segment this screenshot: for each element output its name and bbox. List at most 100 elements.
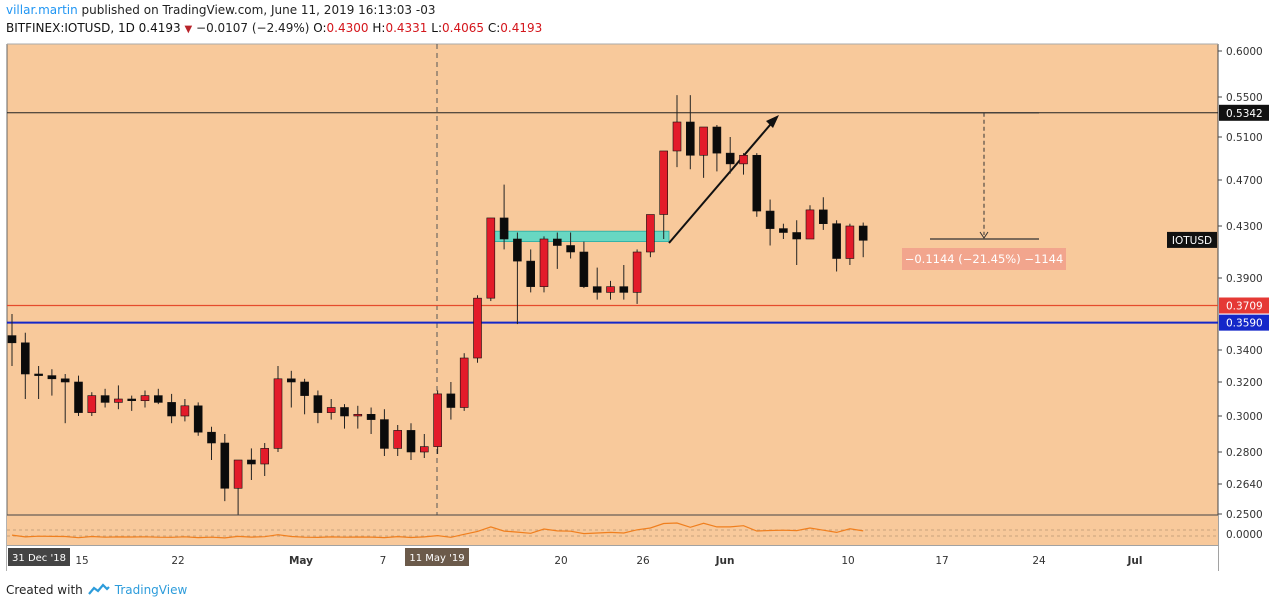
candle-body xyxy=(632,251,642,293)
candle xyxy=(167,393,176,424)
candle-body xyxy=(313,395,323,413)
candle xyxy=(114,385,123,410)
price-chart[interactable]: 0.6000 0.5500 0.5100 0.4700 0.4300 0.3900 0.34… xyxy=(0,0,1276,580)
symbol-info-bar: BITFINEX:IOTUSD, 1D 0.4193 ▼ −0.0107 (−2… xyxy=(6,21,542,35)
candle-body xyxy=(473,297,482,359)
candle xyxy=(832,220,841,272)
x-tick-label: 7 xyxy=(380,555,387,567)
y-tick-label: 0.3000 xyxy=(1226,411,1263,423)
x-tick-label: May xyxy=(289,555,313,567)
candle-body xyxy=(552,238,562,246)
candle xyxy=(393,425,403,456)
candle xyxy=(340,404,349,429)
x-tick-label: 15 xyxy=(75,555,88,567)
candle-body xyxy=(446,393,456,408)
y-tick-label: 0.5100 xyxy=(1226,132,1263,144)
symbol-tag-box xyxy=(1167,231,1217,248)
candle-body xyxy=(34,373,43,376)
tradingview-logo-icon xyxy=(87,583,110,595)
candle xyxy=(180,399,190,422)
candle-body xyxy=(47,375,57,380)
candle xyxy=(552,232,562,269)
candle xyxy=(526,249,536,293)
candle-body xyxy=(114,398,123,403)
price-tag-blue: 0.3590 xyxy=(1226,318,1263,330)
candle xyxy=(74,375,83,416)
candle-body xyxy=(60,378,70,383)
x-tick-label: 26 xyxy=(636,555,650,567)
published-text: published on TradingView.com, June 11, 2… xyxy=(77,3,436,17)
candle xyxy=(805,205,815,240)
high-label: H: xyxy=(372,21,386,35)
candle xyxy=(619,265,629,300)
candle-body xyxy=(433,393,442,447)
y-tick-label: 0.2800 xyxy=(1226,447,1263,459)
candle xyxy=(818,197,828,230)
candle-body xyxy=(459,357,469,408)
y-tick-label: 0.5500 xyxy=(1226,92,1263,104)
x-axis: 15 22 May 7 20 26 Jun 10 17 24 Jul 31 Dec '18 11 May… xyxy=(7,44,1218,571)
candle-body xyxy=(805,209,815,240)
price-tag-blue-box xyxy=(1219,314,1269,331)
candle xyxy=(366,407,376,434)
candle-body xyxy=(20,342,30,375)
candle-body xyxy=(752,154,762,212)
candle xyxy=(313,390,323,424)
y-tick-label: 0.6000 xyxy=(1226,46,1263,58)
author-link[interactable]: villar.martin xyxy=(6,3,78,17)
candle-body xyxy=(380,419,389,449)
candle xyxy=(419,434,429,458)
last-price: 0.4193 xyxy=(138,21,181,35)
y-tick-label: 0.3400 xyxy=(1226,345,1263,357)
candle-body xyxy=(486,217,496,299)
x-axis-panel xyxy=(7,545,1218,571)
y-tick-label: 0.3900 xyxy=(1226,273,1263,285)
candle xyxy=(380,409,389,456)
candle-body xyxy=(699,126,708,156)
candle xyxy=(685,95,695,170)
candle-body xyxy=(619,286,629,293)
candle xyxy=(473,295,482,363)
measure-label: −0.1144 (−21.45%) −1144 xyxy=(905,252,1064,266)
candle xyxy=(539,236,549,293)
x-tick-label: 17 xyxy=(935,555,948,567)
candle-body xyxy=(499,217,509,240)
open-label: O: xyxy=(313,21,327,35)
high-value: 0.4331 xyxy=(385,21,428,35)
candle xyxy=(739,153,748,175)
publish-info: villar.martin published on TradingView.c… xyxy=(6,3,435,17)
price-tag-red-box xyxy=(1219,297,1269,314)
candle-body xyxy=(74,381,83,413)
candle-body xyxy=(832,223,841,259)
candle-body xyxy=(712,126,722,154)
y-tick-label: 0.4300 xyxy=(1226,221,1263,233)
trend-arrow-head xyxy=(766,115,779,128)
symbol-tag: IOTUSD xyxy=(1172,235,1212,247)
candle-body xyxy=(260,448,270,465)
candle-body xyxy=(739,154,748,165)
candle-body xyxy=(845,225,855,259)
low-value: 0.4065 xyxy=(442,21,484,35)
candle-body xyxy=(286,378,296,383)
candle xyxy=(247,448,256,480)
candle xyxy=(7,314,17,366)
x-tick-label: Jul xyxy=(1127,555,1143,567)
candle xyxy=(725,137,735,174)
candle-body xyxy=(7,335,17,344)
low-label: L: xyxy=(431,21,442,35)
candle xyxy=(712,125,722,172)
candle xyxy=(353,405,363,429)
candle xyxy=(193,402,203,436)
candle xyxy=(87,392,97,416)
open-value: 0.4300 xyxy=(326,21,369,35)
candle-body xyxy=(326,407,336,413)
candle-body xyxy=(353,413,363,417)
candle-body xyxy=(193,405,203,433)
footer: Created with TradingView xyxy=(6,583,187,597)
candle-body xyxy=(300,381,309,396)
tradingview-brand[interactable]: TradingView xyxy=(114,583,188,597)
candle-body xyxy=(566,245,575,253)
symbol-label: BITFINEX:IOTUSD, 1D xyxy=(6,21,135,35)
oscillator-pane: 0.0000 xyxy=(7,514,1263,545)
candle xyxy=(459,353,469,411)
